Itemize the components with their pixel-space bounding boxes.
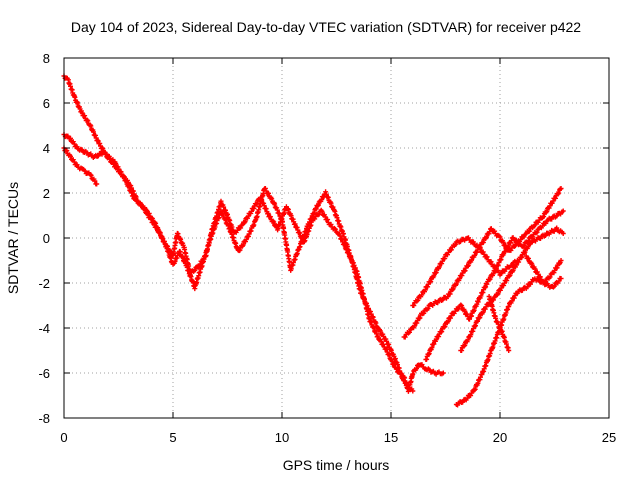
series-track-6: [410, 235, 520, 308]
x-tick-label: 10: [275, 430, 289, 445]
y-tick-labels: -8 -6 -4 -2 0 2 4 6 8: [38, 51, 50, 426]
y-tick-label: -2: [38, 276, 50, 291]
y-tick-label: 4: [43, 141, 50, 156]
x-tick-label: 15: [384, 430, 398, 445]
axis-ticks: [63, 57, 610, 419]
series-track-10: [486, 294, 512, 353]
series-track-2: [61, 132, 416, 394]
y-tick-label: 2: [43, 186, 50, 201]
y-tick-label: -8: [38, 411, 50, 426]
y-tick-label: -4: [38, 321, 50, 336]
y-tick-label: 0: [43, 231, 50, 246]
y-axis-label: SDTVAR / TECUs: [5, 182, 21, 294]
series-track-4: [401, 186, 564, 340]
x-tick-label: 25: [602, 430, 616, 445]
grid-lines: [64, 58, 609, 418]
x-tick-label: 20: [493, 430, 507, 445]
y-tick-label: 8: [43, 51, 50, 66]
chart-title: Day 104 of 2023, Sidereal Day-to-day VTE…: [71, 19, 581, 35]
series-track-5: [423, 208, 566, 362]
x-axis-label: GPS time / hours: [283, 457, 390, 473]
series-track-9: [523, 253, 564, 285]
x-tick-label: 5: [169, 430, 176, 445]
y-tick-label: 6: [43, 96, 50, 111]
y-tick-label: -6: [38, 366, 50, 381]
series-track-8: [453, 275, 564, 408]
x-tick-labels: 0 5 10 15 20 25: [60, 430, 616, 445]
x-tick-label: 0: [60, 430, 67, 445]
data-series: [61, 73, 566, 408]
